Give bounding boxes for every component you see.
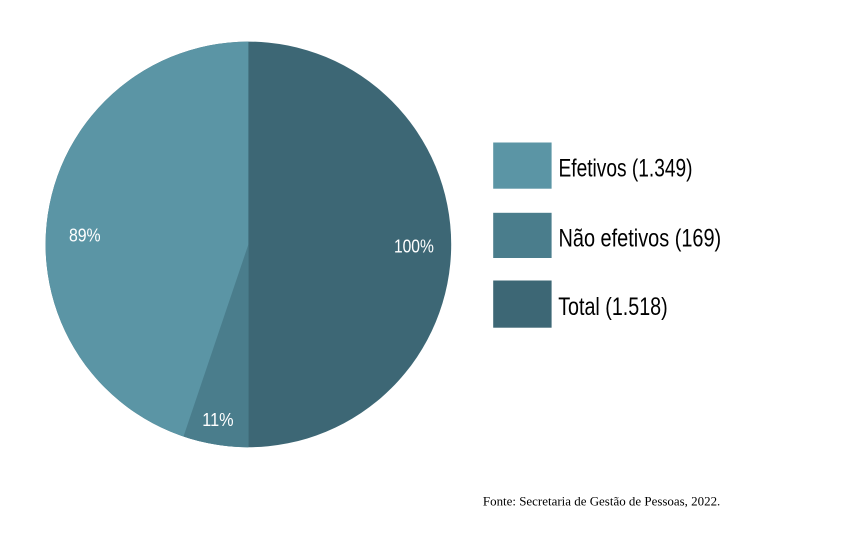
svg-text:100%: 100% xyxy=(394,237,434,257)
svg-text:Fonte: Secretaria de Gestão de: Fonte: Secretaria de Gestão de Pessoas, … xyxy=(483,494,720,509)
svg-text:Não efetivos (169): Não efetivos (169) xyxy=(559,225,722,253)
svg-text:89%: 89% xyxy=(69,225,101,245)
svg-text:Total (1.518): Total (1.518) xyxy=(558,293,668,321)
svg-text:Efetivos (1.349): Efetivos (1.349) xyxy=(559,154,693,182)
svg-text:11%: 11% xyxy=(202,410,233,430)
